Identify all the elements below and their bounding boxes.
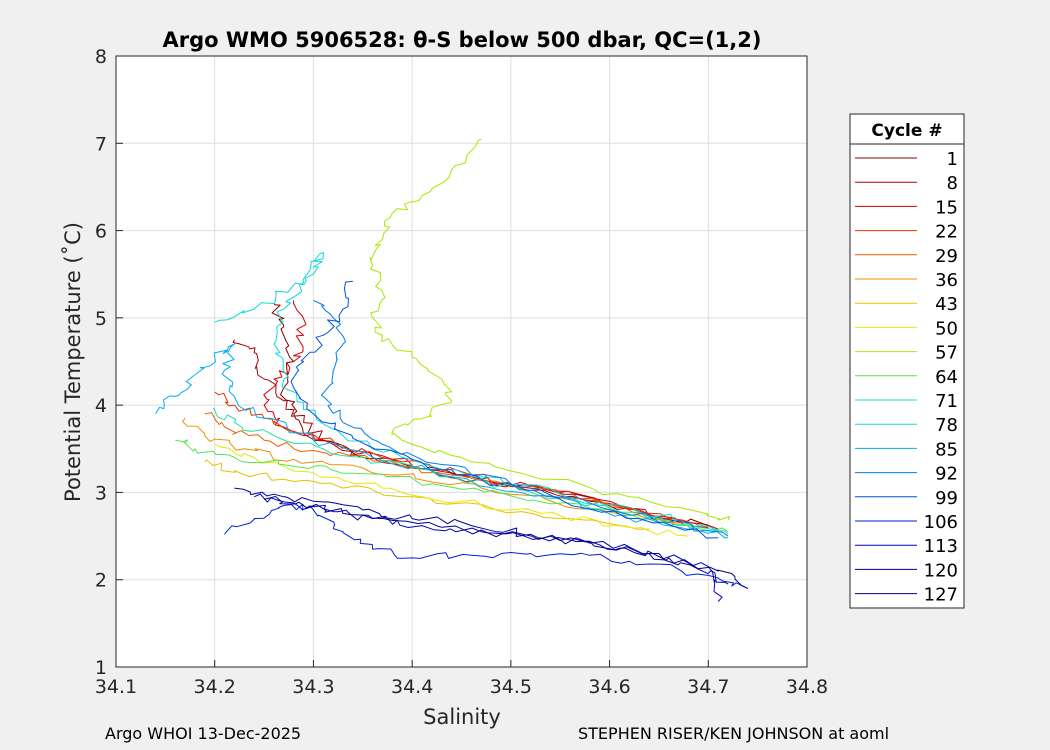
legend-label: 1 — [947, 149, 958, 170]
legend-items: 1 8 15 22 29 36 43 50 57 64 71 78 85 92 99 106 113 120 127 — [855, 149, 958, 606]
legend-label: 57 — [935, 343, 958, 364]
series-line-cycle-78 — [214, 251, 719, 532]
footer-left-text: Argo WHOI 13-Dec-2025 — [105, 724, 302, 743]
x-tick-label: 34.1 — [95, 676, 137, 698]
legend-label: 113 — [924, 536, 958, 557]
y-axis-label: Potential Temperature (˚C) — [61, 222, 85, 502]
legend-label: 106 — [924, 512, 958, 533]
y-tick-label: 4 — [95, 395, 107, 417]
series-line-cycle-71 — [213, 407, 729, 535]
series-line-cycle-36 — [182, 417, 679, 527]
legend: Cycle # 18152229364350576471788592991061… — [849, 113, 965, 609]
series-line-cycle-22 — [214, 391, 699, 526]
series-line-cycle-99 — [290, 280, 719, 539]
legend-title: Cycle # — [871, 121, 942, 141]
legend-label: 120 — [924, 560, 958, 581]
legend-label: 64 — [935, 367, 958, 388]
series-line-cycle-120 — [234, 487, 729, 585]
series-line-cycle-85 — [155, 343, 729, 539]
series-line-cycle-8 — [232, 339, 709, 528]
plot-area — [116, 56, 807, 667]
series-line-cycle-106 — [224, 503, 749, 589]
x-tick-label: 34.8 — [786, 676, 828, 698]
series-line-cycle-64 — [175, 439, 729, 533]
x-tick-label: 34.3 — [292, 676, 334, 698]
legend-label: 8 — [947, 173, 958, 194]
series-line-cycle-57 — [369, 138, 731, 521]
y-tick-label: 8 — [95, 46, 107, 68]
x-tick-label: 34.6 — [588, 676, 630, 698]
y-tick-label: 3 — [95, 482, 107, 504]
plot-frame — [115, 55, 808, 668]
legend-label: 127 — [924, 585, 958, 606]
y-tick-label: 7 — [95, 133, 107, 155]
legend-label: 22 — [935, 222, 958, 243]
legend-label: 78 — [935, 415, 958, 436]
series-line-cycle-127 — [263, 496, 749, 589]
legend-label: 43 — [935, 294, 958, 315]
series-group — [155, 138, 749, 602]
x-tick-label: 34.2 — [194, 676, 236, 698]
chart-title: Argo WMO 5906528: θ-S below 500 dbar, QC… — [163, 28, 762, 52]
y-tick-label: 1 — [95, 657, 107, 679]
footer-right-text: STEPHEN RISER/KEN JOHNSON at aoml — [578, 724, 890, 743]
legend-box — [849, 113, 965, 609]
x-tick-label: 34.4 — [391, 676, 433, 698]
series-line-cycle-29 — [204, 412, 689, 524]
series-line-cycle-43 — [204, 459, 650, 530]
legend-label: 85 — [935, 439, 958, 460]
series-line-cycle-50 — [214, 443, 689, 537]
x-axis-label: Salinity — [423, 705, 501, 729]
legend-label: 36 — [935, 270, 958, 291]
y-tick-label: 5 — [95, 308, 107, 330]
y-tick-label: 2 — [95, 570, 107, 592]
legend-label: 29 — [935, 246, 958, 267]
x-tick-label: 34.7 — [687, 676, 729, 698]
x-tick-label: 34.5 — [490, 676, 532, 698]
legend-label: 71 — [935, 391, 958, 412]
legend-label: 50 — [935, 318, 958, 339]
legend-label: 15 — [935, 197, 958, 218]
legend-label: 92 — [935, 464, 958, 485]
axis-ticks: 34.1 34.2 34.3 34.4 34.5 34.6 34.7 34.8 1 2 3 4 5 6 7 8 — [95, 46, 828, 698]
series-line-cycle-92 — [313, 299, 729, 537]
series-line-cycle-113 — [253, 493, 723, 602]
y-tick-label: 6 — [95, 221, 107, 243]
legend-label: 99 — [935, 488, 958, 509]
